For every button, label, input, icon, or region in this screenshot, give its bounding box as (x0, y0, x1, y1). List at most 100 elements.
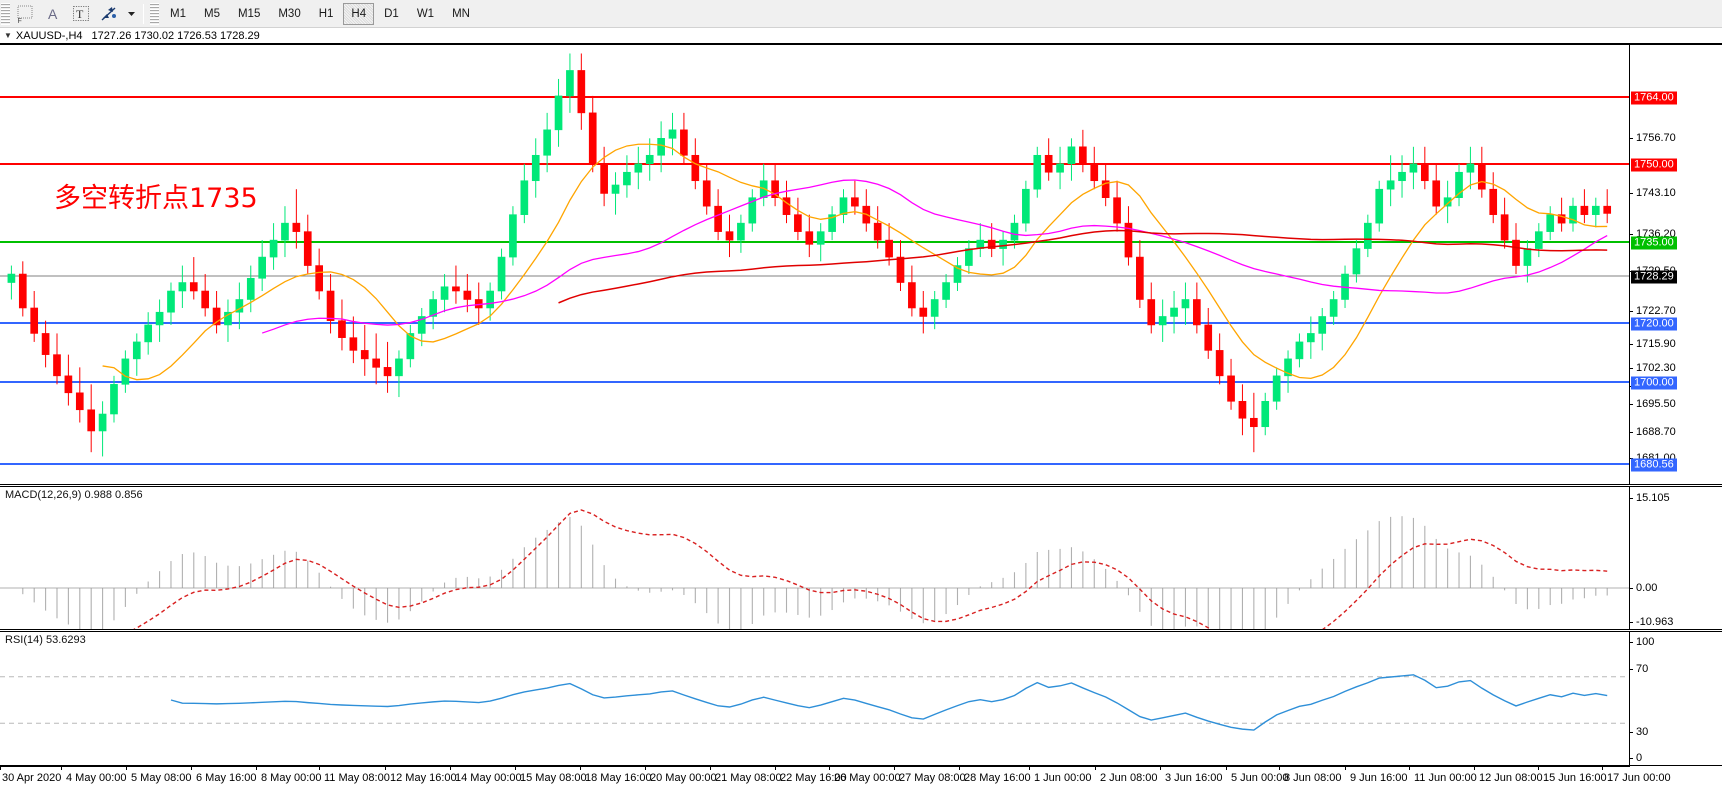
timeframe-w1[interactable]: W1 (416, 7, 435, 20)
candle-body (1546, 214, 1555, 232)
time-axis-separator (191, 766, 192, 770)
candle-body (30, 307, 39, 334)
time-axis-separator (385, 766, 386, 770)
candle-body (965, 248, 973, 266)
crosshair-f-icon[interactable]: F (13, 2, 39, 26)
candle-body (246, 277, 255, 300)
candle-body (1250, 417, 1258, 428)
candle-body (987, 239, 996, 249)
price-level-tag[interactable]: 1728.29 (1631, 270, 1677, 284)
candle-body (1124, 222, 1133, 258)
candle-body (1580, 205, 1589, 215)
rsi-plot-area[interactable]: RSI(14) 53.6293 (0, 632, 1630, 765)
candle-body (1204, 324, 1213, 351)
time-axis-label: 12 Jun 08:00 (1479, 772, 1543, 784)
macd-label: MACD(12,26,9) 0.988 0.856 (5, 489, 143, 501)
time-axis-separator (450, 766, 451, 770)
time-axis-label: 2 Jun 08:00 (1100, 772, 1158, 784)
timeframe-m30[interactable]: M30 (278, 7, 301, 20)
text-label-icon[interactable]: A (41, 2, 67, 26)
candle-body (919, 307, 928, 317)
rsi-svg (0, 674, 1629, 731)
candle-body (1375, 188, 1384, 224)
time-axis-separator (126, 766, 127, 770)
toolbar-grip[interactable] (1, 2, 10, 25)
price-level-tag[interactable]: 1750.00 (1631, 158, 1677, 172)
time-axis-label: 12 May 16:00 (390, 772, 457, 784)
time-axis-label: 26 May 00:00 (834, 772, 901, 784)
candle-body (680, 129, 688, 156)
chevron-down-icon[interactable] (124, 2, 138, 26)
chart-menu-caret-icon[interactable]: ▼ (4, 30, 12, 40)
timeframe-h4[interactable]: H4 (343, 2, 375, 25)
time-axis-separator (1279, 766, 1280, 770)
macd-tickmark (1630, 588, 1633, 589)
price-level-tag[interactable]: 1735.00 (1631, 236, 1677, 250)
candle-body (87, 409, 96, 432)
svg-text:T: T (76, 7, 84, 21)
candle-body (486, 290, 494, 309)
time-axis-label: 8 May 00:00 (261, 772, 322, 784)
time-axis[interactable]: 30 Apr 2020 4 May 00:00 5 May 08:00 6 May 1… (0, 766, 1722, 795)
time-axis-label: 20 May 00:00 (650, 772, 717, 784)
candle-body (372, 358, 380, 368)
macd-plot-area[interactable]: MACD(12,26,9) 0.988 0.856 (0, 487, 1630, 629)
time-axis-label: 15 Jun 16:00 (1543, 772, 1607, 784)
price-level-tag[interactable]: 1764.00 (1631, 91, 1677, 105)
timeframe-m1[interactable]: M1 (170, 7, 186, 20)
candle-body (1079, 146, 1087, 165)
candle-body (1455, 171, 1463, 198)
time-axis-label: 28 May 16:00 (964, 772, 1031, 784)
price-tickmark (1630, 368, 1633, 369)
price-scale[interactable]: 1764.00 1756.70 1750.00 1743.10 1736.20 1735.… (1630, 45, 1722, 484)
candle-body (691, 154, 700, 182)
symbol-label: XAUUSD-,H4 (15, 29, 83, 42)
time-axis-separator (1345, 766, 1346, 770)
candle-body (417, 316, 426, 334)
price-level-tag[interactable]: 1700.00 (1631, 376, 1677, 390)
timeframe-m5[interactable]: M5 (203, 7, 220, 20)
timeframe-toolbar-grip[interactable] (150, 2, 159, 25)
price-pane: 多空转折点1735 1764.00 1756.70 1750.00 1743.10 17… (0, 44, 1722, 485)
price-scale-tick: 1695.50 (1636, 398, 1676, 410)
price-scale-tick: 1722.70 (1636, 305, 1676, 317)
price-level-tag[interactable]: 1680.56 (1631, 458, 1677, 472)
ohlc-values: 1727.26 1730.02 1726.53 1728.29 (91, 29, 260, 42)
symbol-info-bar: ▼ XAUUSD-,H4 1727.26 1730.02 1726.53 172… (0, 28, 1722, 44)
candle-body (1158, 316, 1167, 326)
timeframe-h1[interactable]: H1 (318, 7, 334, 20)
candle-body (1398, 171, 1406, 182)
timeframe-mn[interactable]: MN (452, 7, 470, 20)
candle-body (315, 265, 323, 292)
macd-tickmark (1630, 622, 1633, 623)
candle-body (1101, 180, 1110, 198)
candle-body (873, 222, 882, 241)
drawing-tools-icon[interactable] (97, 2, 123, 26)
time-axis-label: 1 Jun 00:00 (1034, 772, 1092, 784)
main-toolbar: F A T (0, 0, 1722, 28)
moving-average-line (558, 229, 1608, 304)
candle-body (452, 286, 460, 292)
price-level-tag[interactable]: 1720.00 (1631, 317, 1677, 331)
candle-body (1432, 180, 1441, 207)
candle-body (1193, 299, 1201, 326)
candle-body (338, 320, 346, 338)
candle-body (1215, 350, 1224, 377)
candle-body (816, 231, 825, 245)
time-axis-label: 18 May 16:00 (585, 772, 652, 784)
price-tickmark (1630, 404, 1633, 405)
candle-body (269, 239, 278, 258)
candle-body (1033, 154, 1042, 190)
candle-body (349, 337, 358, 351)
chart-annotation-text: 多空转折点1735 (54, 183, 258, 214)
rsi-scale-tick: 70 (1636, 663, 1649, 675)
candle-body (1056, 163, 1064, 173)
timeframe-m15[interactable]: M15 (237, 7, 261, 20)
timeframe-d1[interactable]: D1 (384, 7, 399, 20)
text-box-icon[interactable]: T (69, 2, 95, 26)
price-plot-area[interactable]: 多空转折点1735 (0, 45, 1630, 484)
candle-body (1500, 214, 1509, 241)
time-axis-separator (0, 766, 1, 770)
candle-body (748, 197, 757, 224)
candle-body (497, 256, 506, 292)
